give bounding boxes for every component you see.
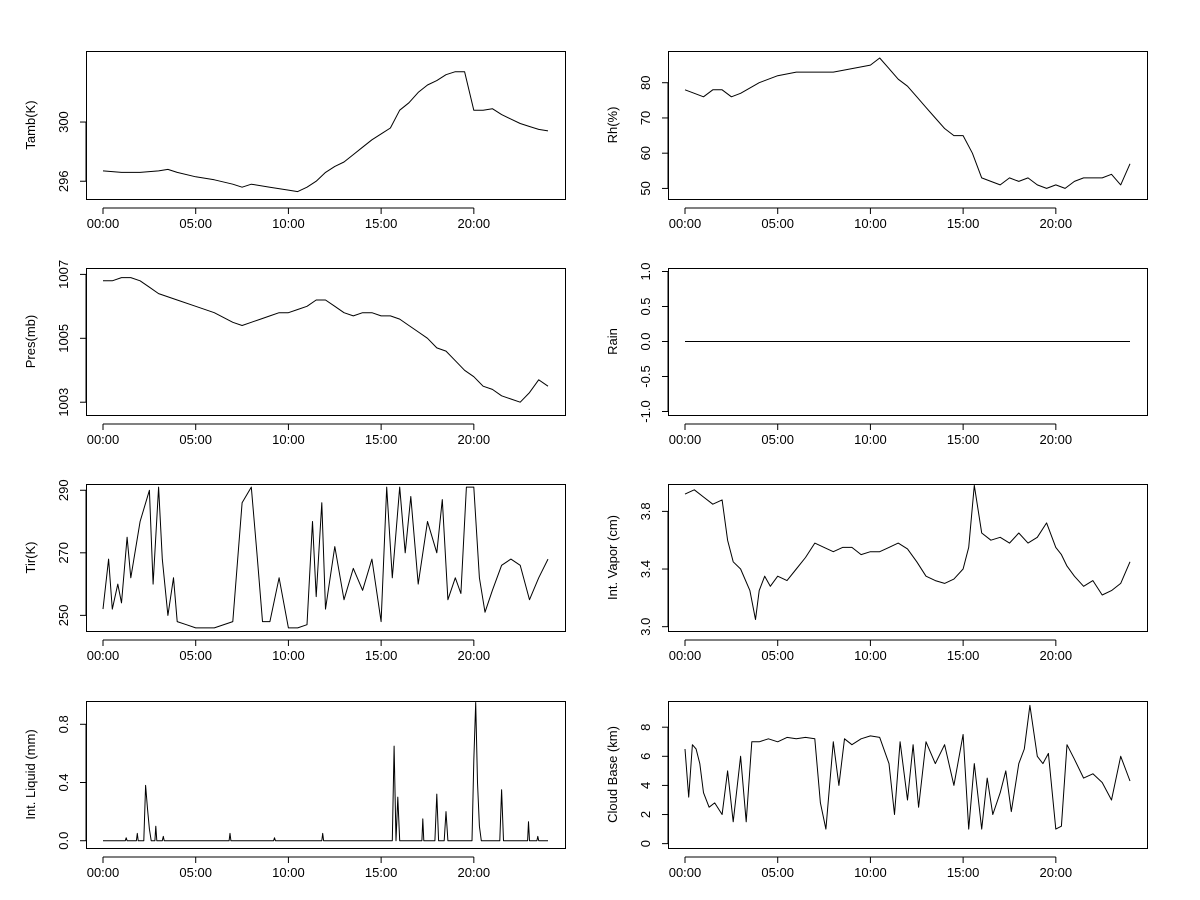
plot-frame-pres <box>86 268 566 416</box>
y-tick-label-rh: 50 <box>638 181 653 195</box>
y-tick-label-vapor: 3.8 <box>638 502 653 520</box>
x-tick-label-liquid: 15:00 <box>365 865 398 880</box>
x-tick-label-tamb: 05:00 <box>179 216 212 231</box>
x-tick-label-liquid: 05:00 <box>179 865 212 880</box>
y-tick-label-cloudbase: 4 <box>638 782 653 789</box>
y-axis-title-tir: Tir(K) <box>23 541 38 573</box>
x-tick-label-pres: 15:00 <box>365 432 398 447</box>
x-tick-label-tamb: 00:00 <box>87 216 120 231</box>
series-line-vapor <box>684 484 1131 620</box>
x-tick-label-cloudbase: 00:00 <box>669 865 702 880</box>
y-tick-label-rh: 80 <box>638 75 653 89</box>
x-tick-label-rh: 00:00 <box>669 216 702 231</box>
y-tick-label-rain: 0.0 <box>638 332 653 350</box>
y-tick-label-rh: 70 <box>638 111 653 125</box>
x-tick-label-rh: 20:00 <box>1040 216 1073 231</box>
y-tick-label-vapor: 3.0 <box>638 618 653 636</box>
x-tick-label-tir: 10:00 <box>272 648 305 663</box>
chart-panel-cloudbase: 00:00 05:00 10:00 15:00 20:00 0 2 4 6 8 Cloud Base… <box>605 701 1148 880</box>
y-tick-label-rain: 0.5 <box>638 297 653 315</box>
y-axis-title-tamb: Tamb(K) <box>23 100 38 149</box>
y-tick-label-vapor: 3.4 <box>638 560 653 578</box>
chart-panel-vapor: 00:00 05:00 10:00 15:00 20:00 3.0 3.4 3.8 Int. V… <box>605 484 1148 663</box>
y-tick-label-cloudbase: 0 <box>638 840 653 847</box>
x-tick-label-rain: 10:00 <box>854 432 887 447</box>
y-tick-label-rain: 1.0 <box>638 262 653 280</box>
x-tick-label-rain: 00:00 <box>669 432 702 447</box>
x-tick-label-vapor: 10:00 <box>854 648 887 663</box>
x-tick-label-cloudbase: 15:00 <box>947 865 980 880</box>
y-tick-label-pres: 1007 <box>56 260 71 289</box>
series-line-cloudbase <box>684 704 1131 830</box>
x-tick-label-tir: 15:00 <box>365 648 398 663</box>
y-axis-title-rain: Rain <box>605 328 620 355</box>
plot-frame-tir <box>86 484 566 632</box>
y-tick-label-pres: 1005 <box>56 324 71 353</box>
x-tick-label-tamb: 15:00 <box>365 216 398 231</box>
x-tick-label-tamb: 10:00 <box>272 216 305 231</box>
x-tick-label-vapor: 05:00 <box>761 648 794 663</box>
chart-panel-tamb: 00:00 05:00 10:00 15:00 20:00 296 300 Tamb(K) <box>23 51 566 231</box>
chart-panel-pres: 00:00 05:00 10:00 15:00 20:00 1003 1005 1007 Pre… <box>23 260 566 447</box>
x-tick-label-rh: 10:00 <box>854 216 887 231</box>
y-axis-title-cloudbase: Cloud Base (km) <box>605 726 620 823</box>
y-tick-label-tamb: 296 <box>56 170 71 192</box>
y-axis-title-vapor: Int. Vapor (cm) <box>605 515 620 600</box>
y-tick-label-tir: 290 <box>56 479 71 501</box>
chart-panel-liquid: 00:00 05:00 10:00 15:00 20:00 0.0 0.4 0.8 Int. L… <box>23 701 566 880</box>
x-tick-label-rain: 05:00 <box>761 432 794 447</box>
x-tick-label-pres: 20:00 <box>458 432 491 447</box>
x-tick-label-rh: 05:00 <box>761 216 794 231</box>
chart-panel-rain: 00:00 05:00 10:00 15:00 20:00 -1.0 -0.5 0.0 0.5 1… <box>605 262 1148 447</box>
plot-frame-rh <box>668 51 1148 200</box>
chart-panel-rh: 00:00 05:00 10:00 15:00 20:00 50 60 70 80 Rh(%) <box>605 51 1148 231</box>
x-tick-label-pres: 00:00 <box>87 432 120 447</box>
series-line-pres <box>103 277 549 403</box>
x-tick-label-tamb: 20:00 <box>458 216 491 231</box>
y-tick-label-liquid: 0.8 <box>56 715 71 733</box>
y-tick-label-cloudbase: 2 <box>638 811 653 818</box>
x-tick-label-cloudbase: 10:00 <box>854 865 887 880</box>
x-tick-label-rain: 15:00 <box>947 432 980 447</box>
y-axis-title-rh: Rh(%) <box>605 107 620 144</box>
y-tick-label-rain: -1.0 <box>638 400 653 422</box>
plot-frame-vapor <box>668 484 1148 632</box>
chart-panel-tir: 00:00 05:00 10:00 15:00 20:00 250 270 290 Tir(K) <box>23 479 566 663</box>
y-tick-label-cloudbase: 6 <box>638 753 653 760</box>
y-tick-label-liquid: 0.0 <box>56 832 71 850</box>
x-tick-label-vapor: 00:00 <box>669 648 702 663</box>
x-tick-label-cloudbase: 05:00 <box>761 865 794 880</box>
x-tick-label-tir: 20:00 <box>458 648 491 663</box>
x-tick-label-tir: 05:00 <box>179 648 212 663</box>
plot-frame-liquid <box>86 701 566 849</box>
x-tick-label-liquid: 20:00 <box>458 865 491 880</box>
series-line-liquid <box>103 702 548 842</box>
series-line-tamb <box>102 71 549 193</box>
y-tick-label-cloudbase: 8 <box>638 724 653 731</box>
y-tick-label-rain: -0.5 <box>638 365 653 387</box>
y-axis-title-liquid: Int. Liquid (mm) <box>23 729 38 819</box>
y-tick-label-liquid: 0.4 <box>56 773 71 791</box>
y-tick-label-tir: 270 <box>56 542 71 564</box>
plot-frame-cloudbase <box>668 701 1148 849</box>
x-tick-label-pres: 10:00 <box>272 432 305 447</box>
series-line-tir <box>102 486 549 629</box>
x-tick-label-cloudbase: 20:00 <box>1040 865 1073 880</box>
y-tick-label-tamb: 300 <box>56 111 71 133</box>
x-tick-label-pres: 05:00 <box>179 432 212 447</box>
x-tick-label-vapor: 15:00 <box>947 648 980 663</box>
x-tick-label-liquid: 00:00 <box>87 865 120 880</box>
x-tick-label-liquid: 10:00 <box>272 865 305 880</box>
series-line-rh <box>684 57 1131 189</box>
x-tick-label-rh: 15:00 <box>947 216 980 231</box>
y-axis-title-pres: Pres(mb) <box>23 315 38 368</box>
x-tick-label-vapor: 20:00 <box>1040 648 1073 663</box>
x-tick-label-tir: 00:00 <box>87 648 120 663</box>
y-tick-label-rh: 60 <box>638 146 653 160</box>
y-tick-label-pres: 1003 <box>56 388 71 417</box>
x-tick-label-rain: 20:00 <box>1040 432 1073 447</box>
y-tick-label-tir: 250 <box>56 605 71 627</box>
plot-frame-tamb <box>86 51 566 200</box>
